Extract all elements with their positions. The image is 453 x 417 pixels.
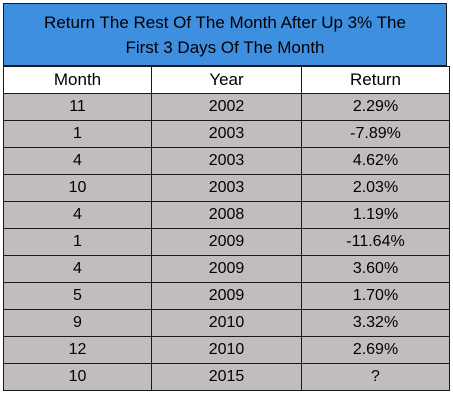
table-row: 9 2010 3.32% — [3, 309, 450, 337]
cell-month: 10 — [3, 363, 152, 391]
table-row: 5 2009 1.70% — [3, 282, 450, 310]
cell-return: 3.32% — [301, 309, 450, 337]
table-row: 4 2003 4.62% — [3, 147, 450, 175]
cell-return: ? — [301, 363, 450, 391]
returns-table-sheet: Return The Rest Of The Month After Up 3%… — [3, 3, 450, 414]
returns-table: Month Year Return 11 2002 2.29% 1 2003 -… — [3, 66, 450, 391]
cell-year: 2003 — [151, 120, 302, 148]
cell-year: 2002 — [151, 93, 302, 121]
cell-month: 1 — [3, 228, 152, 256]
cell-month: 4 — [3, 201, 152, 229]
table-row: 11 2002 2.29% — [3, 93, 450, 121]
header-year: Year — [151, 66, 302, 94]
cell-month: 12 — [3, 336, 152, 364]
cell-year: 2008 — [151, 201, 302, 229]
table-row: 4 2009 3.60% — [3, 255, 450, 283]
cell-month: 5 — [3, 282, 152, 310]
table-title-line-2: First 3 Days Of The Month — [125, 37, 325, 57]
table-row: 10 2015 ? — [3, 363, 450, 391]
table-row: 1 2003 -7.89% — [3, 120, 450, 148]
cell-year: 2015 — [151, 363, 302, 391]
cell-month: 11 — [3, 93, 152, 121]
cell-month: 4 — [3, 255, 152, 283]
header-return: Return — [301, 66, 450, 94]
cell-month: 1 — [3, 120, 152, 148]
table-row: 10 2003 2.03% — [3, 174, 450, 202]
cell-return: 1.70% — [301, 282, 450, 310]
cell-return: 4.62% — [301, 147, 450, 175]
cell-month: 9 — [3, 309, 152, 337]
cell-year: 2003 — [151, 147, 302, 175]
header-month: Month — [3, 66, 152, 94]
cell-return: 3.60% — [301, 255, 450, 283]
cell-return: 1.19% — [301, 201, 450, 229]
cell-year: 2010 — [151, 309, 302, 337]
table-row: 4 2008 1.19% — [3, 201, 450, 229]
cell-year: 2009 — [151, 255, 302, 283]
cell-month: 4 — [3, 147, 152, 175]
table-title: Return The Rest Of The Month After Up 3%… — [3, 3, 447, 66]
cell-return: -11.64% — [301, 228, 450, 256]
cell-month: 10 — [3, 174, 152, 202]
cell-year: 2003 — [151, 174, 302, 202]
cell-return: 2.29% — [301, 93, 450, 121]
cell-year: 2009 — [151, 282, 302, 310]
table-row: 1 2009 -11.64% — [3, 228, 450, 256]
cell-year: 2010 — [151, 336, 302, 364]
table-row: 12 2010 2.69% — [3, 336, 450, 364]
cell-return: 2.03% — [301, 174, 450, 202]
cell-return: -7.89% — [301, 120, 450, 148]
header-row: Month Year Return — [3, 66, 450, 94]
table-title-line-1: Return The Rest Of The Month After Up 3%… — [44, 12, 406, 32]
cell-year: 2009 — [151, 228, 302, 256]
cell-return: 2.69% — [301, 336, 450, 364]
